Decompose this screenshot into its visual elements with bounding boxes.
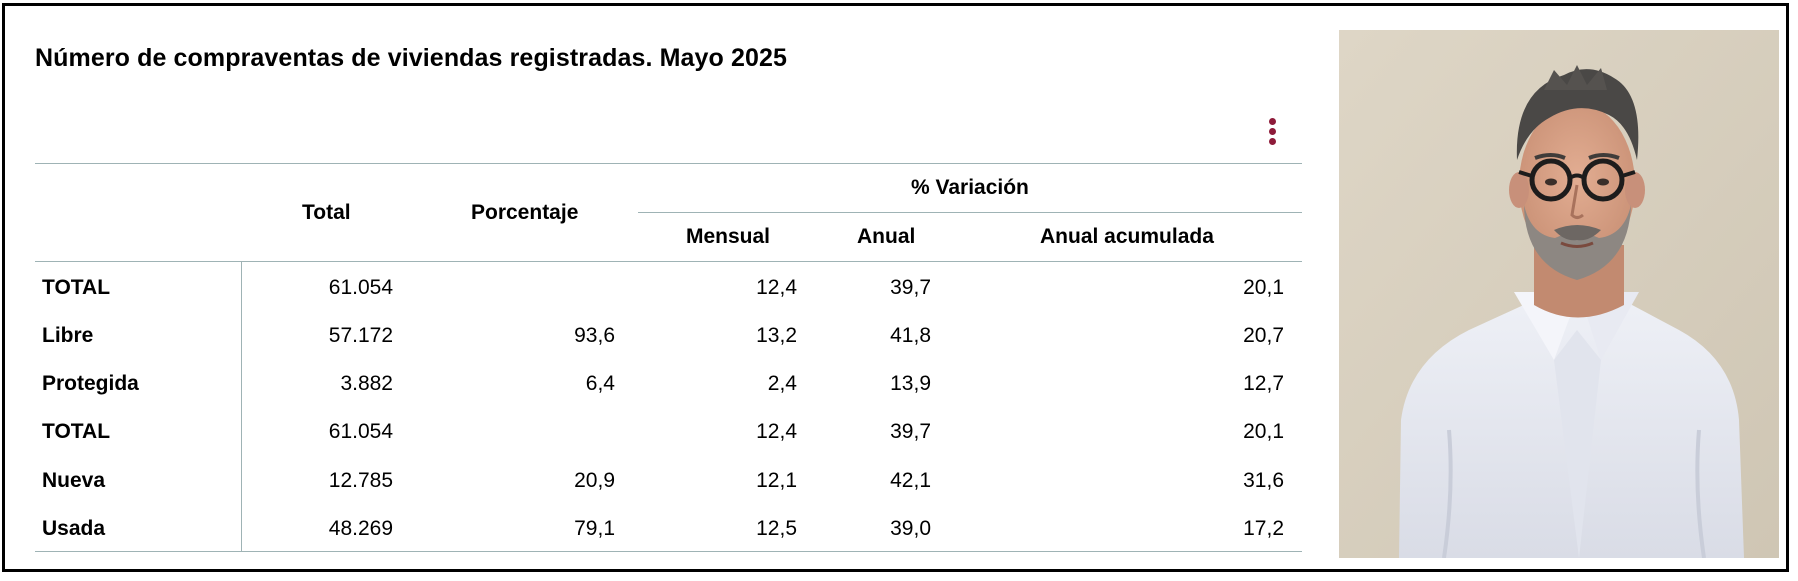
cell-anual: 13,9: [890, 372, 931, 395]
cell-porcentaje: 20,9: [574, 469, 615, 492]
row-label: Nueva: [42, 469, 106, 492]
header-anual-acumulada: Anual acumulada: [1040, 225, 1214, 248]
cell-anual: 41,8: [890, 324, 931, 347]
header-bottom-rule: [35, 261, 1302, 262]
cell-total: 61.054: [328, 276, 393, 299]
cell-total: 3.882: [340, 372, 393, 395]
cell-anual: 39,0: [890, 517, 931, 540]
vertical-dots-icon-dot: [1269, 138, 1276, 145]
cell-mensual: 13,2: [756, 324, 797, 347]
portrait-photo: [1339, 30, 1779, 558]
cell-anual: 42,1: [890, 469, 931, 492]
row-label: TOTAL: [42, 276, 111, 299]
cell-anual-acumulada: 12,7: [1243, 372, 1284, 395]
cell-total: 12.785: [328, 469, 393, 492]
cell-porcentaje: 93,6: [574, 324, 615, 347]
header-porcentaje: Porcentaje: [471, 201, 579, 224]
cell-mensual: 12,4: [756, 420, 797, 443]
cell-mensual: 12,4: [756, 276, 797, 299]
cell-anual: 39,7: [890, 420, 931, 443]
row-label: Protegida: [42, 372, 139, 395]
cell-anual-acumulada: 20,1: [1243, 420, 1284, 443]
table-bottom-rule: [35, 551, 1302, 552]
cell-mensual: 2,4: [767, 372, 797, 395]
row-label: Usada: [42, 517, 106, 540]
row-label: TOTAL: [42, 420, 111, 443]
cell-total: 57.172: [328, 324, 393, 347]
portrait-illustration: [1339, 30, 1779, 558]
vertical-dots-icon-dot: [1269, 128, 1276, 135]
vertical-dots-icon: [1269, 118, 1276, 125]
cell-anual-acumulada: 20,7: [1243, 324, 1284, 347]
cell-porcentaje: 79,1: [574, 517, 615, 540]
page-title: Número de compraventas de viviendas regi…: [35, 44, 787, 72]
cell-anual: 39,7: [890, 276, 931, 299]
header-total: Total: [302, 201, 351, 224]
more-options-button[interactable]: [1267, 118, 1279, 150]
cell-anual-acumulada: 20,1: [1243, 276, 1284, 299]
header-anual: Anual: [857, 225, 916, 248]
cell-anual-acumulada: 31,6: [1243, 469, 1284, 492]
label-column-divider: [241, 261, 242, 551]
variation-group-rule: [638, 212, 1302, 213]
cell-mensual: 12,1: [756, 469, 797, 492]
cell-anual-acumulada: 17,2: [1243, 517, 1284, 540]
table-top-rule: [35, 163, 1302, 164]
cell-mensual: 12,5: [756, 517, 797, 540]
document-frame: Número de compraventas de viviendas regi…: [2, 3, 1789, 572]
row-label: Libre: [42, 324, 94, 347]
header-variacion-group: % Variación: [911, 176, 1029, 199]
cell-total: 48.269: [328, 517, 393, 540]
cell-porcentaje: 6,4: [585, 372, 615, 395]
header-mensual: Mensual: [686, 225, 771, 248]
cell-total: 61.054: [328, 420, 393, 443]
